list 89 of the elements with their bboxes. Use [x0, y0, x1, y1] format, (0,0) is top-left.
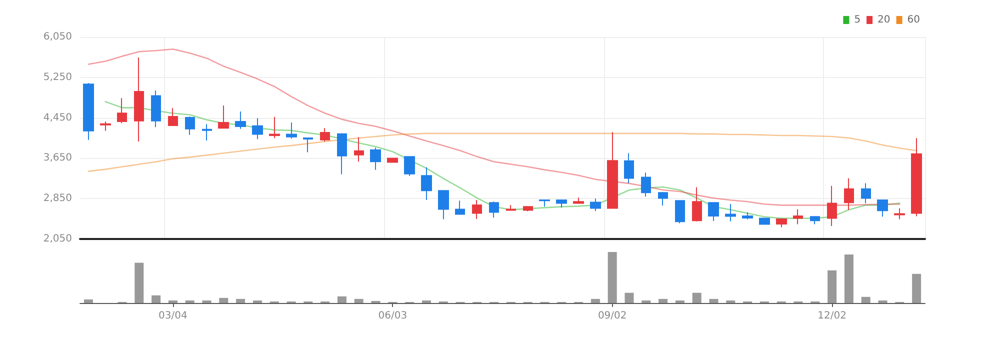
- candlestick: [320, 128, 330, 142]
- y-tick-label: 3,650: [43, 152, 72, 164]
- candlestick: [793, 208, 803, 225]
- candlestick: [725, 203, 736, 222]
- candlestick: [472, 199, 482, 220]
- bar: [152, 295, 161, 303]
- x-tick-label: 12/02: [818, 310, 846, 322]
- y-tick-label: 2,050: [43, 234, 72, 244]
- candlestick: [590, 198, 601, 212]
- candlestick: [168, 108, 178, 126]
- bar: [422, 300, 431, 303]
- bar: [168, 300, 178, 303]
- candlestick: [83, 82, 94, 140]
- bar: [590, 298, 600, 303]
- candlestick: [235, 111, 246, 130]
- candlestick: [894, 208, 905, 220]
- bar: [844, 254, 854, 303]
- bar: [912, 274, 922, 303]
- y-tick-label: 5,250: [43, 72, 72, 83]
- bar: [828, 270, 837, 303]
- candlestick: [675, 200, 685, 224]
- bar: [692, 292, 702, 303]
- x-tick-label: 03/04: [158, 310, 188, 322]
- candlestick: [421, 166, 432, 200]
- candlestick: [337, 132, 347, 175]
- bar: [878, 300, 888, 303]
- bar: [84, 299, 93, 303]
- y-tick-label: 6,050: [43, 32, 72, 42]
- legend-label: 5: [854, 14, 861, 26]
- bar: [134, 262, 144, 303]
- x-tick-label: 06/03: [378, 310, 408, 322]
- candlestick: [607, 132, 618, 209]
- candlestick: [134, 56, 144, 142]
- legend-label: 20: [878, 14, 890, 26]
- candlestick: [286, 122, 297, 140]
- candlestick: [827, 185, 837, 226]
- bar: [624, 292, 634, 303]
- candlestick: [303, 138, 313, 153]
- bar: [236, 298, 246, 303]
- candlestick: [455, 200, 465, 216]
- candlestick: [185, 116, 195, 136]
- candlestick: [877, 199, 888, 218]
- bar: [608, 252, 617, 303]
- candlestick: [861, 182, 871, 204]
- bar: [185, 300, 194, 303]
- candlestick: [370, 147, 381, 170]
- bar: [726, 300, 736, 303]
- candlestick: [776, 218, 787, 228]
- y-tick-label: 4,450: [43, 112, 72, 124]
- candlestick: [354, 136, 364, 162]
- candlestick: [539, 199, 550, 208]
- candlestick: [404, 156, 415, 176]
- candlestick: [100, 121, 111, 132]
- candlestick: [269, 116, 280, 139]
- bar: [202, 300, 212, 303]
- candlestick: [641, 172, 651, 198]
- candlestick: [742, 212, 753, 220]
- candlestick: [387, 157, 398, 164]
- bar: [709, 298, 718, 303]
- candlestick: [692, 186, 702, 222]
- candlestick: [202, 124, 212, 142]
- candlestick: [523, 206, 533, 212]
- candlestick: [573, 197, 584, 204]
- candlestick: [708, 202, 719, 222]
- candlestick: [624, 152, 634, 184]
- bar: [337, 296, 346, 303]
- candlestick: [810, 216, 820, 225]
- bar: [642, 300, 651, 303]
- bar: [658, 298, 668, 303]
- candlestick: [844, 178, 854, 210]
- candlestick: [489, 201, 499, 218]
- bar: [675, 300, 684, 303]
- candlestick: [658, 192, 668, 206]
- candlestick: [252, 118, 263, 140]
- bar: [861, 296, 870, 303]
- candlestick: [911, 138, 922, 217]
- candlestick: [218, 105, 229, 130]
- candlestick: [556, 199, 567, 208]
- candlestick: [151, 90, 161, 128]
- legend-label: 60: [907, 14, 920, 26]
- bar: [252, 300, 262, 303]
- bar: [354, 298, 364, 303]
- y-tick-label: 2,850: [43, 193, 72, 204]
- x-tick-label: 09/02: [598, 310, 627, 322]
- candlestick: [117, 98, 127, 124]
- candlestick: [759, 218, 770, 226]
- candlestick: [506, 204, 516, 212]
- candlestick: [438, 190, 449, 220]
- bar: [219, 298, 228, 303]
